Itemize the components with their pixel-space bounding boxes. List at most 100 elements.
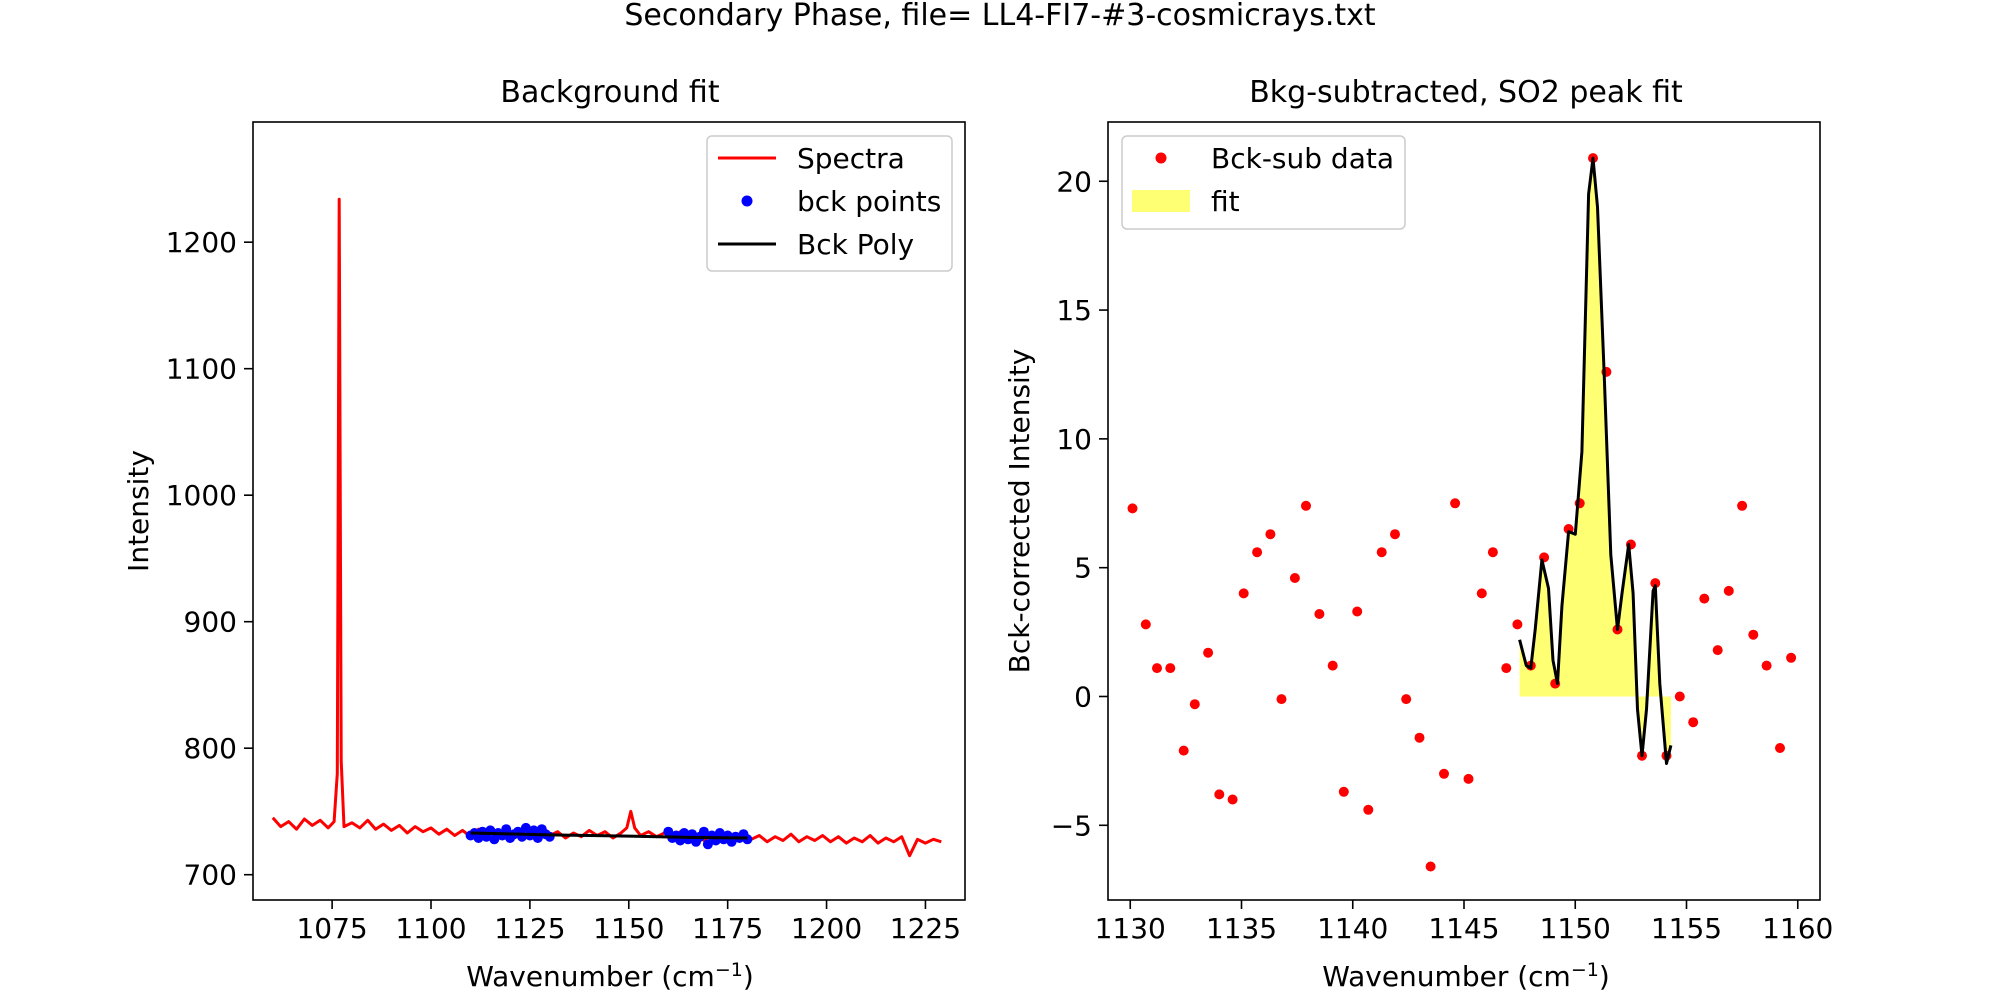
- series-bck-sub-data-point: [1476, 588, 1487, 599]
- left-x-tick-label: 1125: [494, 912, 565, 945]
- series-bck-sub-data-point: [1688, 717, 1699, 728]
- right-x-tick-label: 1135: [1206, 912, 1277, 945]
- right-x-tick-label: 1150: [1540, 912, 1611, 945]
- series-bck-sub-data-point: [1414, 732, 1425, 743]
- right-y-tick-label: 15: [1056, 294, 1092, 327]
- right-series-layer: [1127, 153, 1797, 872]
- left-x-axis-label: Wavenumber (cm−1): [466, 959, 754, 993]
- series-bck-sub-data-point: [1650, 578, 1661, 589]
- series-bck-sub-data-point: [1761, 660, 1772, 671]
- series-bck-sub-data-point: [1775, 743, 1785, 753]
- series-bck-sub-data-point: [1699, 593, 1710, 604]
- series-bck-sub-data-point: [1227, 794, 1238, 805]
- series-bck-sub-data-point: [1276, 694, 1287, 705]
- series-spectra-line: [271, 197, 942, 858]
- series-bck-sub-data-point: [1289, 573, 1300, 583]
- series-bck-points-point: [528, 825, 539, 836]
- right-axes-frame: [1107, 121, 1821, 901]
- series-bck-sub-data-point: [1189, 699, 1200, 710]
- left-x-tick-label: 1175: [692, 912, 763, 945]
- left-y-tick-label: 700: [184, 859, 237, 892]
- so2-peak-fit-panel: Bkg-subtracted, SO2 peak fit 1130 1135 114…: [1003, 75, 1833, 993]
- left-ticks: 1075 1100 1125 1150 1175 1200 1225 700 800 900 100…: [166, 226, 961, 945]
- series-bck-points-point: [544, 831, 555, 842]
- left-x-tick-label: 1075: [296, 912, 367, 945]
- series-bck-sub-data-point: [1487, 547, 1498, 558]
- series-bck-sub-data-point: [1401, 694, 1412, 705]
- series-bck-sub-data-point: [1314, 609, 1325, 619]
- left-y-tick-label: 1100: [166, 353, 237, 386]
- series-bck-sub-data-point: [1363, 804, 1374, 815]
- series-bck-sub-data-point: [1723, 585, 1734, 596]
- series-fit-line: [1518, 156, 1673, 765]
- left-y-axis-label: Intensity: [122, 450, 155, 572]
- legend-bck-poly-label: Bck Poly: [797, 228, 914, 261]
- right-y-tick-label: 10: [1056, 423, 1092, 456]
- right-y-axis-label: Bck-corrected Intensity: [1003, 349, 1036, 674]
- series-bck-sub-data-point: [1450, 498, 1461, 509]
- series-bck-sub-data-point: [1376, 547, 1387, 558]
- left-legend: Spectra bck points Bck Poly: [706, 135, 953, 272]
- series-bck-sub-data-point: [1712, 645, 1723, 656]
- series-bck-sub-data-point: [1786, 652, 1797, 663]
- right-y-tick-label: 5: [1074, 552, 1092, 585]
- right-x-axis-label: Wavenumber (cm−1): [1322, 959, 1610, 993]
- series-bck-sub-data-point: [1203, 647, 1214, 658]
- series-bck-sub-data-point: [1737, 500, 1748, 511]
- series-bck-sub-data-point: [1463, 773, 1474, 784]
- series-bck-sub-data-point: [1390, 529, 1400, 540]
- series-bck-sub-data-point: [1674, 691, 1685, 702]
- series-bck-sub-data-point: [1338, 786, 1349, 797]
- left-series-layer: [271, 197, 942, 858]
- series-bck-sub-data-point: [1501, 663, 1512, 674]
- series-bck-poly-line: [470, 831, 748, 840]
- left-x-tick-label: 1200: [791, 912, 862, 945]
- background-fit-panel: Background fit 1075 1100 1125 1150 1175 1200 1…: [122, 75, 966, 993]
- legend-bck-sub-data-label: Bck-sub data: [1211, 142, 1394, 175]
- legend-bck-points-marker: [741, 195, 753, 207]
- series-bck-sub-data-point: [1512, 619, 1523, 630]
- right-x-tick-label: 1145: [1428, 912, 1499, 945]
- right-legend-box: [1121, 135, 1406, 230]
- left-y-tick-label: 900: [184, 606, 237, 639]
- series-bck-sub-data-point: [1165, 663, 1176, 674]
- right-ticks: 1130 1135 1140 1145 1150 1155 1160 −5 0 5 10 15 20: [1051, 165, 1834, 945]
- series-bck-sub-data-point: [1214, 789, 1225, 800]
- legend-bck-points-label: bck points: [797, 185, 941, 218]
- series-bck-sub-data-point: [1238, 588, 1249, 599]
- left-legend-box: [706, 135, 953, 272]
- left-y-tick-label: 1000: [166, 479, 237, 512]
- figure-suptitle: Secondary Phase, file= LL4-FI7-#3-cosmic…: [624, 0, 1376, 33]
- series-bck-points-point: [702, 839, 713, 850]
- legend-fit-label: fit: [1211, 185, 1240, 218]
- right-x-tick-label: 1160: [1762, 912, 1833, 945]
- left-chart-title: Background fit: [500, 75, 719, 110]
- left-axes-frame: [252, 121, 966, 901]
- series-bck-points-point: [698, 826, 709, 837]
- right-chart-title: Bkg-subtracted, SO2 peak fit: [1249, 75, 1683, 110]
- right-y-tick-label: −5: [1051, 809, 1092, 842]
- left-x-tick-label: 1150: [593, 912, 664, 945]
- right-x-tick-label: 1155: [1651, 912, 1722, 945]
- series-bck-sub-data-point: [1152, 663, 1162, 674]
- right-x-tick-label: 1130: [1095, 912, 1166, 945]
- series-bck-sub-data-point: [1178, 745, 1189, 756]
- left-x-tick-label: 1225: [890, 912, 961, 945]
- series-bck-sub-data-point: [1748, 629, 1759, 640]
- series-bck-sub-data-point: [1439, 768, 1449, 779]
- right-legend: Bck-sub data fit: [1121, 135, 1406, 230]
- left-y-tick-label: 800: [184, 732, 237, 765]
- series-bck-sub-data-point: [1425, 861, 1436, 872]
- legend-bck-sub-data-marker: [1155, 152, 1167, 164]
- series-bck-sub-data-point: [1140, 619, 1151, 630]
- series-bck-sub-data-point: [1127, 503, 1138, 514]
- right-y-tick-label: 0: [1074, 680, 1092, 713]
- right-x-tick-label: 1140: [1317, 912, 1388, 945]
- series-bck-sub-data-point: [1352, 606, 1363, 617]
- series-bck-sub-data-point: [1301, 500, 1311, 511]
- series-bck-sub-data-point: [1327, 660, 1338, 671]
- series-bck-sub-data-point: [1265, 529, 1276, 540]
- legend-spectra-label: Spectra: [797, 142, 905, 175]
- right-y-tick-label: 20: [1056, 165, 1092, 198]
